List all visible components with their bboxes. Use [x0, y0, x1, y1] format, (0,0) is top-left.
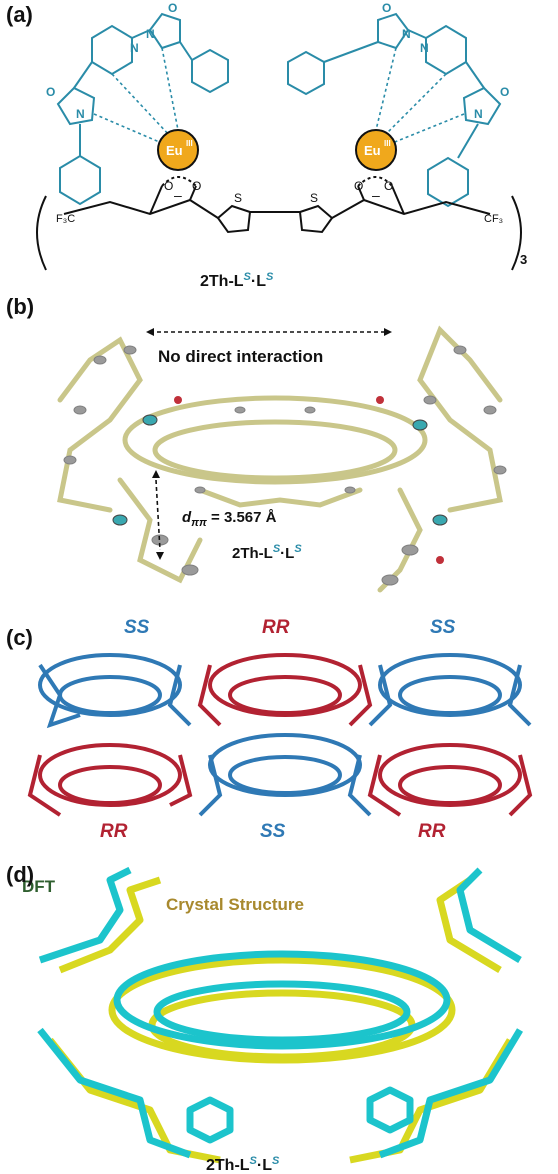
eu-left-label: Eu	[166, 143, 183, 158]
o-atom-2: O	[46, 85, 55, 99]
panel-c: (c) SS RR SS RR SS	[0, 605, 558, 860]
rr-molecule-right	[367, 743, 533, 817]
dft-crystal-overlay: DFT Crystal Structure 2Th-LS·LS	[22, 866, 524, 1174]
crystal-structure-label: Crystal Structure	[166, 895, 304, 914]
charge-right: –	[372, 187, 380, 203]
ss-molecule-center	[198, 733, 372, 817]
right-thiophene	[298, 204, 334, 234]
left-top-oxazoline	[148, 12, 181, 50]
left-lower-phenyl	[59, 154, 101, 206]
compound-name-b: 2Th-LS·LS	[232, 543, 302, 562]
ss-molecule-left	[38, 653, 192, 729]
compound-name-a: 2Th-LS·LS	[200, 271, 274, 290]
tag-rr-top: RR	[262, 617, 290, 638]
right-top-oxazoline	[377, 12, 410, 50]
tag-ss-right: SS	[430, 617, 456, 638]
right-pyridine-ring	[425, 24, 467, 76]
pi-pi-arrow	[155, 479, 161, 551]
left-diketonate	[63, 199, 191, 216]
tag-ss-left: SS	[124, 617, 150, 638]
eu-left-ox: III	[186, 139, 193, 148]
crystal-model	[47, 876, 514, 1164]
stoich-subscript: 3	[520, 252, 527, 267]
n-atom-6: N	[474, 107, 483, 121]
panel-a-label: (a)	[6, 2, 33, 27]
ortep-crystal-structure: No direct interaction dππ = 3.567 Å 2Th-…	[57, 325, 507, 593]
panel-d: (d) DFT Crystal Structure 2Th-LS·LS	[0, 860, 558, 1174]
left-top-phenyl	[191, 48, 229, 94]
compound-name-d: 2Th-LS·LS	[206, 1155, 280, 1174]
right-top-phenyl	[287, 50, 325, 96]
tag-rr-left: RR	[100, 821, 128, 842]
no-interaction-text: No direct interaction	[158, 347, 323, 366]
eu-right-label: Eu	[364, 143, 381, 158]
s-atom-left: S	[234, 191, 242, 205]
o-atom-left-b: O	[192, 179, 201, 193]
cf3-left: F₃C	[56, 213, 75, 225]
panel-c-label: (c)	[6, 625, 33, 650]
left-lower-oxazoline	[56, 86, 96, 126]
o-atom-right-b: O	[384, 179, 393, 193]
n-atom-5: N	[402, 27, 411, 41]
o-atom-1: O	[168, 1, 177, 15]
left-pyridine-ring	[91, 24, 133, 76]
o-atom-left-a: O	[164, 179, 173, 193]
dft-model	[37, 866, 524, 1159]
eu-right-ox: III	[384, 139, 391, 148]
right-diketonate	[331, 198, 491, 219]
panel-b-label: (b)	[6, 294, 35, 319]
panel-b: (b) No direct interactio	[0, 290, 558, 600]
pi-pi-distance: dππ = 3.567 Å	[182, 509, 277, 529]
tag-rr-right: RR	[418, 821, 446, 842]
n-atom-1: N	[130, 41, 139, 55]
s-atom-right: S	[310, 191, 318, 205]
crystal-packing-diagram: SS RR SS RR SS RR	[27, 617, 533, 842]
eu-right-atom	[355, 129, 397, 171]
charge-left: –	[174, 187, 182, 203]
panel-a: (a)	[0, 0, 558, 290]
dft-label: DFT	[22, 877, 56, 896]
left-thiophene	[216, 204, 252, 234]
eu-complex-structure: Eu III Eu III O O O O – – S S F₃C C	[36, 1, 527, 290]
n-atom-3: N	[76, 107, 85, 121]
rr-molecule-center	[197, 653, 373, 727]
rr-molecule-left	[27, 743, 193, 817]
eu-left-atom	[157, 129, 199, 171]
o-atom-3: O	[382, 1, 391, 15]
ss-molecule-right	[368, 653, 532, 727]
panel-d-label: (d)	[6, 862, 35, 887]
o-atom-right-a: O	[354, 179, 363, 193]
n-atom-2: N	[146, 27, 155, 41]
right-lower-phenyl	[427, 156, 469, 208]
right-lower-oxazoline	[462, 86, 502, 126]
tag-ss-bottom: SS	[260, 821, 286, 842]
cf3-right: CF₃	[484, 213, 503, 225]
o-atom-4: O	[500, 85, 509, 99]
n-atom-4: N	[420, 41, 429, 55]
